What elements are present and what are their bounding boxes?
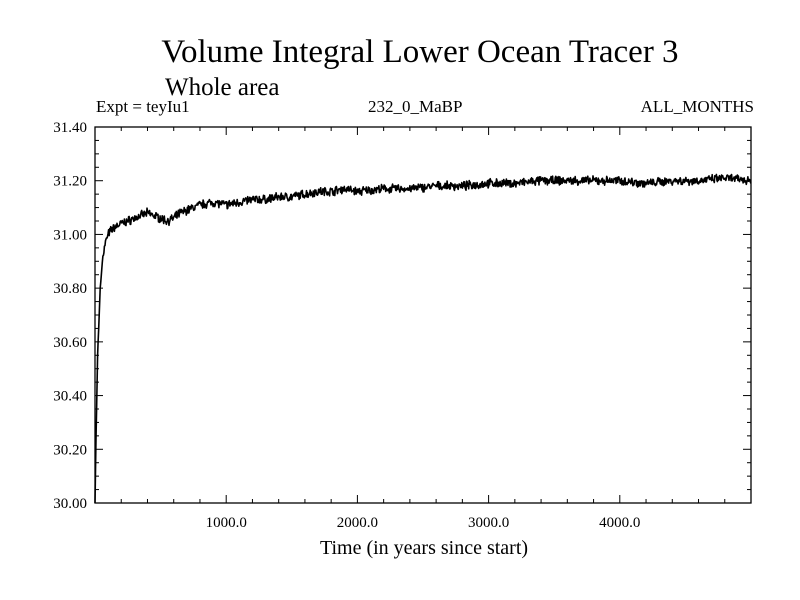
months-label: ALL_MONTHS [640,97,754,116]
y-tick-label: 31.00 [53,227,87,243]
x-axis: 1000.0 2000.0 3000.0 4000.0 [120,127,726,531]
experiment-label: Expt = teyIu1 [96,97,190,116]
y-tick-label: 31.40 [53,120,87,136]
y-axis: 30.00 30.20 30.40 30.60 30.80 31.00 31.20 31.40 [53,120,751,512]
y-tick-label: 30.20 [53,442,87,458]
period-label: 232_0_MaBP [368,97,463,116]
y-tick-label: 31.20 [53,174,87,190]
series-line [94,173,752,504]
chart-title: Volume Integral Lower Ocean Tracer 3 [161,34,679,70]
y-tick-label: 30.40 [53,389,87,405]
x-tick-label: 2000.0 [337,515,378,531]
x-tick-label: 3000.0 [468,515,509,531]
y-tick-label: 30.00 [53,496,87,512]
x-axis-label: Time (in years since start) [320,537,528,559]
chart-subtitle: Whole area [165,74,280,101]
y-tick-label: 30.60 [53,335,87,351]
y-tick-label: 30.80 [53,281,87,297]
x-tick-label: 1000.0 [206,515,247,531]
x-tick-label: 4000.0 [599,515,640,531]
